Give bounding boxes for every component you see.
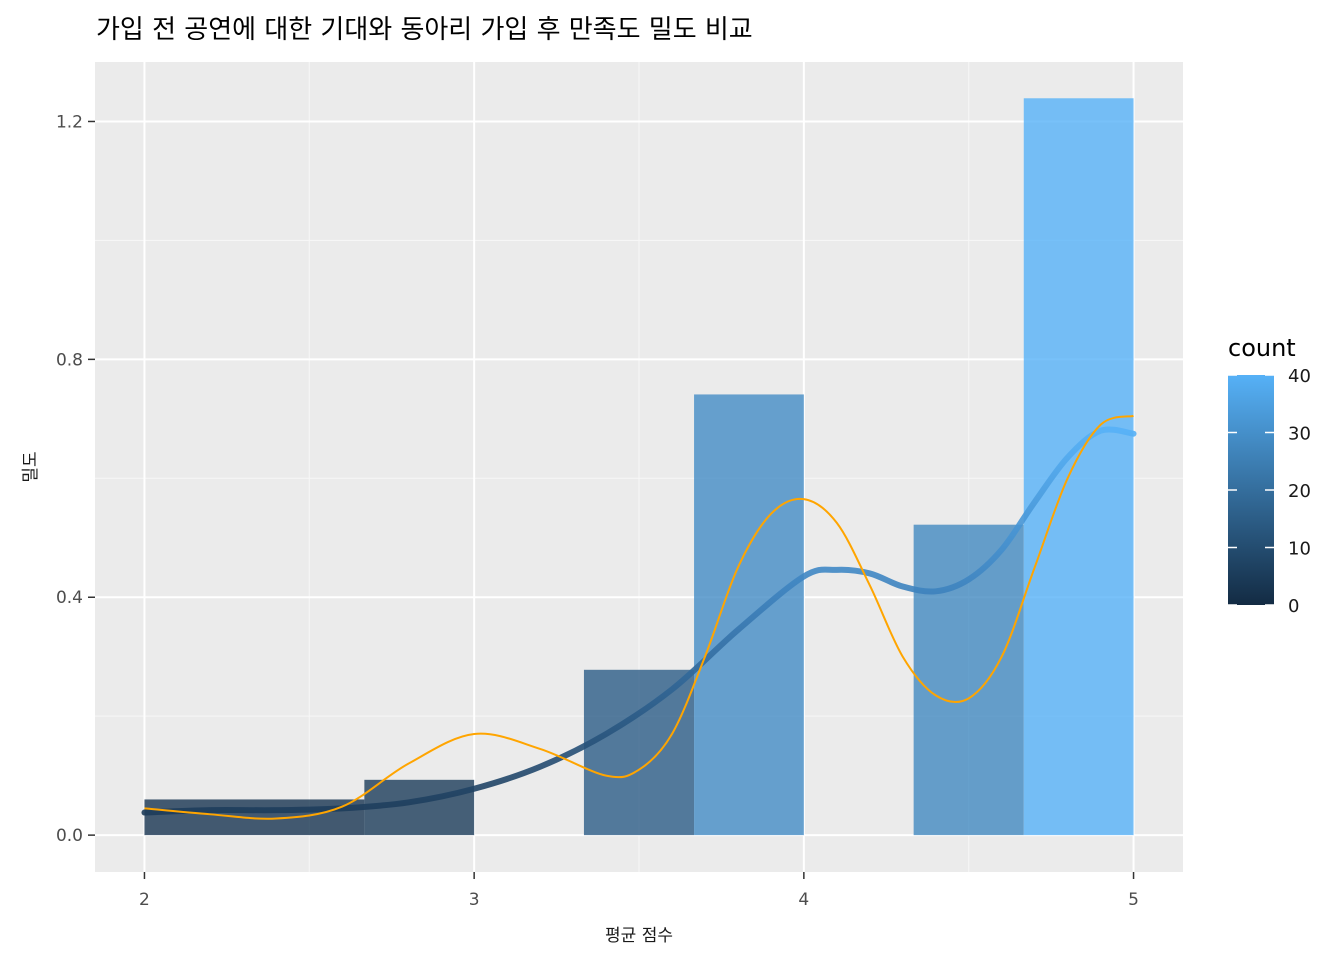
legend-ticks: 0 10 20 30 40 bbox=[1228, 366, 1311, 617]
legend-tick-label: 30 bbox=[1288, 424, 1311, 445]
density-curves bbox=[141, 414, 1137, 820]
x-axis: 2 3 4 5 bbox=[139, 872, 1139, 910]
legend-title: count bbox=[1228, 334, 1296, 362]
density-curve-thick bbox=[141, 426, 1137, 816]
histogram-bar bbox=[583, 669, 695, 836]
x-tick-label: 5 bbox=[1128, 890, 1139, 910]
density-curve-orange bbox=[144, 414, 1134, 820]
count-legend: count 0 10 20 30 40 bbox=[1228, 334, 1311, 617]
legend-tick-label: 0 bbox=[1288, 596, 1299, 617]
histogram-bar bbox=[694, 394, 804, 836]
y-tick-label: 0.8 bbox=[56, 350, 83, 370]
x-tick-label: 2 bbox=[139, 890, 150, 910]
histogram-bar bbox=[1023, 98, 1134, 836]
legend-tick-label: 40 bbox=[1288, 366, 1311, 387]
chart-title: 가입 전 공연에 대한 기대와 동아리 가입 후 만족도 밀도 비교 bbox=[96, 15, 753, 45]
y-axis-title: 밀도 bbox=[21, 451, 41, 482]
histogram-bar bbox=[913, 524, 1024, 836]
x-axis-title: 평균 점수 bbox=[605, 926, 673, 946]
legend-tick-label: 10 bbox=[1288, 539, 1311, 560]
y-tick-label: 0.0 bbox=[56, 826, 83, 846]
legend-tick-label: 20 bbox=[1288, 481, 1311, 502]
y-axis: 0.0 0.4 0.8 1.2 bbox=[56, 112, 95, 846]
y-tick-label: 1.2 bbox=[56, 112, 83, 132]
y-tick-label: 0.4 bbox=[56, 588, 83, 608]
x-tick-label: 4 bbox=[798, 890, 809, 910]
x-tick-label: 3 bbox=[469, 890, 480, 910]
